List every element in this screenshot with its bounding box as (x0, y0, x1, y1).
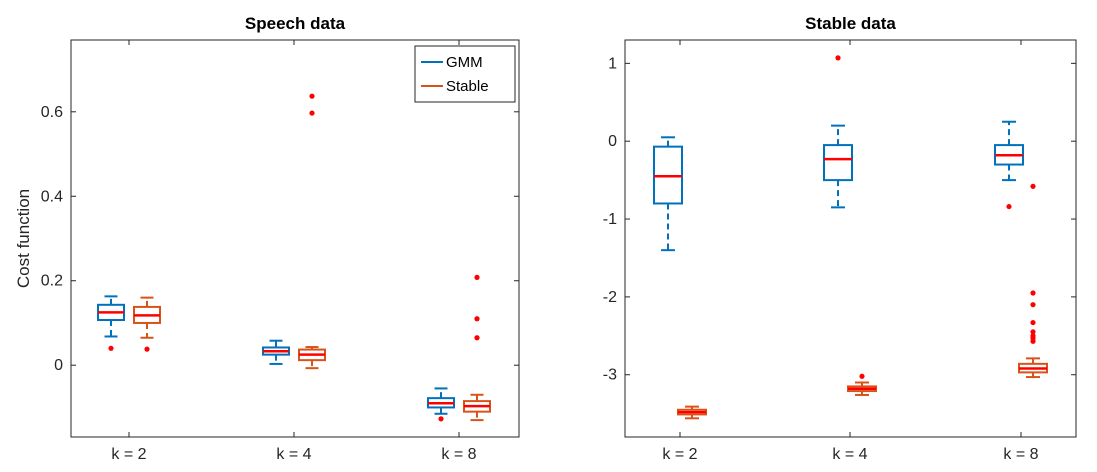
outlier-point (859, 373, 865, 379)
plot-frame (70, 39, 520, 438)
box-gmm-3 (427, 387, 455, 422)
y-tick-label: -1 (603, 211, 617, 228)
box-gmm-2 (262, 339, 290, 365)
outlier-point (108, 345, 114, 351)
y-tick-label: 0 (54, 357, 63, 374)
plot-frame (624, 39, 1077, 438)
outlier-point (309, 110, 315, 116)
box-gmm-3 (994, 120, 1024, 210)
outlier-point (144, 346, 150, 352)
box-iqr (823, 144, 853, 182)
x-tick-label: k = 4 (832, 446, 867, 463)
outlier-point (1030, 290, 1036, 296)
outlier-point (1030, 319, 1036, 326)
outlier-point (1006, 203, 1012, 210)
chart-panel-2: Stable data -3 -2 -1 0 1 k = 2 k = 4 k = 8 (603, 14, 1077, 463)
x-tick-label: k = 8 (441, 446, 476, 463)
y-tick-label: -3 (603, 367, 617, 384)
y-tick-label: 0.2 (41, 273, 63, 290)
x-tick-label: k = 2 (111, 446, 146, 463)
outlier-point (474, 274, 480, 280)
box-gmm-1 (97, 295, 125, 351)
box-stable-1 (133, 296, 161, 352)
outlier-point (1030, 329, 1036, 335)
chart-title: Stable data (805, 14, 896, 33)
outlier-point (309, 93, 315, 99)
legend: GMM Stable (414, 45, 516, 103)
chart-title: Speech data (245, 14, 346, 33)
outlier-point (1030, 338, 1036, 344)
chart-panel-1: Speech data Cost function 0 0.2 0.4 0.6 k = 2 k… (14, 14, 520, 463)
box-stable-2 (298, 93, 326, 370)
outlier-point (474, 316, 480, 322)
box-stable-3 (1018, 183, 1048, 379)
outlier-point (474, 335, 480, 341)
y-tick-label: 1 (608, 55, 617, 72)
outlier-point (1030, 183, 1036, 189)
x-tick-label: k = 2 (662, 446, 697, 463)
y-tick-label: 0.6 (41, 104, 63, 121)
x-tick-label: k = 4 (276, 446, 311, 463)
legend-entry-label: Stable (446, 78, 489, 95)
y-tick-label: 0.4 (41, 188, 63, 205)
box-stable-1 (677, 405, 707, 420)
y-tick-label: 0 (608, 133, 617, 150)
legend-entry-label: GMM (446, 54, 483, 71)
box-gmm-1 (653, 136, 683, 252)
y-tick-label: -2 (603, 289, 617, 306)
x-tick-label: k = 8 (1003, 446, 1038, 463)
legend-box (414, 45, 516, 103)
outlier-point (1030, 302, 1036, 308)
box-stable-3 (463, 274, 491, 422)
outlier-point (835, 55, 841, 61)
y-axis-label: Cost function (14, 189, 33, 288)
box-gmm-2 (823, 55, 853, 209)
box-stable-2 (847, 373, 877, 396)
outlier-point (438, 416, 444, 422)
